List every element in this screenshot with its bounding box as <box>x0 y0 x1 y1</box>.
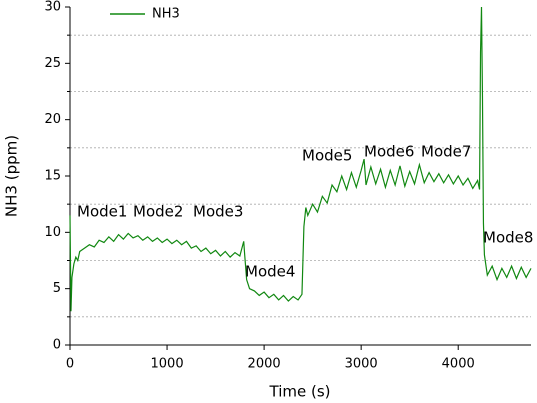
x-tick-label: 3000 <box>345 357 378 372</box>
y-tick-label: 25 <box>44 56 61 71</box>
legend-label: NH3 <box>152 7 180 22</box>
x-axis-label: Time (s) <box>269 383 331 401</box>
annotation: Mode4 <box>245 263 295 281</box>
annotation: Mode1 <box>77 203 127 221</box>
y-tick-label: 0 <box>53 338 61 353</box>
y-tick-label: 10 <box>44 225 61 240</box>
x-tick-label: 1000 <box>151 357 184 372</box>
x-tick-label: 4000 <box>442 357 475 372</box>
data-line <box>69 6 532 312</box>
y-tick-label: 30 <box>44 0 61 15</box>
y-axis-label: NH3 (ppm) <box>3 135 21 217</box>
annotation: Mode2 <box>133 203 183 221</box>
annotation: Mode3 <box>193 203 243 221</box>
annotation: Mode7 <box>421 143 471 161</box>
y-tick-label: 5 <box>53 281 61 296</box>
annotation: Mode8 <box>483 229 533 247</box>
x-tick-label: 2000 <box>248 357 281 372</box>
y-tick-label: 15 <box>44 169 61 184</box>
x-tick-label: 0 <box>66 357 74 372</box>
y-tick-label: 20 <box>44 112 61 127</box>
annotation: Mode5 <box>302 147 352 165</box>
annotation: Mode6 <box>364 143 414 161</box>
